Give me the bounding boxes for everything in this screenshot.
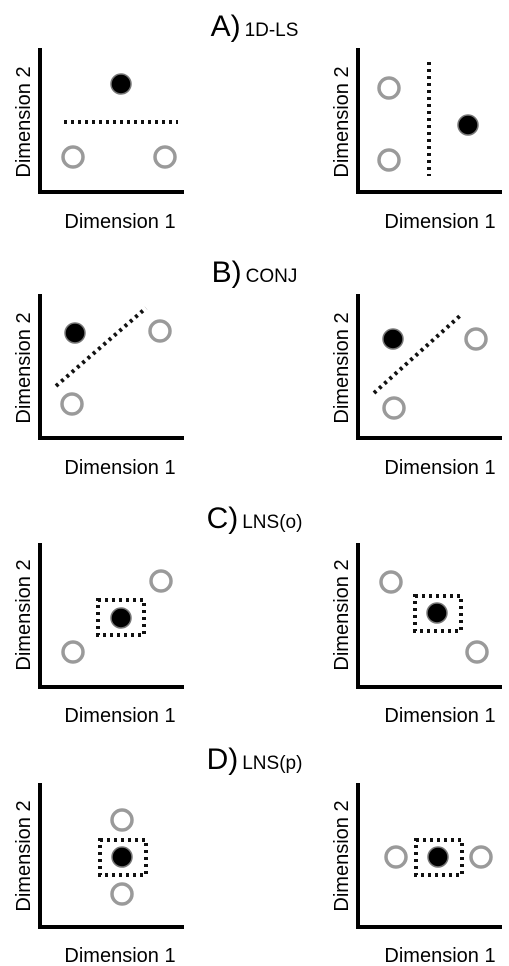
filled-stimulus xyxy=(110,73,132,95)
x-axis-label: Dimension 1 xyxy=(64,705,175,727)
axes xyxy=(356,294,502,440)
open-stimulus xyxy=(60,392,84,416)
y-axis-label: Dimension 2 xyxy=(331,559,353,670)
panel-c-left: Dimension 2 Dimension 1 xyxy=(13,543,184,727)
axes xyxy=(356,543,502,689)
open-stimulus xyxy=(149,569,173,593)
panel-c-right: Dimension 2 Dimension 1 xyxy=(331,543,502,727)
open-stimulus xyxy=(153,145,177,169)
open-stimulus xyxy=(469,845,493,869)
panel-d-left: Dimension 2 Dimension 1 xyxy=(13,783,184,966)
axes xyxy=(356,48,502,194)
section-title-a: A) 1D-LS xyxy=(210,10,299,43)
boundary-box xyxy=(413,594,463,633)
open-stimulus xyxy=(377,76,401,100)
open-stimulus xyxy=(110,882,134,906)
panel-b-right: Dimension 2 Dimension 1 xyxy=(331,294,502,479)
x-axis-label: Dimension 1 xyxy=(64,211,175,233)
filled-stimulus xyxy=(426,602,448,624)
panel-a-left: Dimension 2 Dimension 1 xyxy=(13,48,184,233)
boundary-box xyxy=(414,838,464,877)
boundary-line xyxy=(54,306,148,388)
boundary-box xyxy=(98,838,148,877)
open-stimulus xyxy=(148,319,172,343)
axes xyxy=(356,783,502,929)
open-stimulus xyxy=(464,327,488,351)
y-axis-label: Dimension 2 xyxy=(331,66,353,177)
open-stimulus xyxy=(379,570,403,594)
x-axis-label: Dimension 1 xyxy=(384,457,495,479)
y-axis-label: Dimension 2 xyxy=(13,559,35,670)
filled-stimulus xyxy=(111,846,133,868)
y-axis-label: Dimension 2 xyxy=(331,312,353,423)
y-axis-label: Dimension 2 xyxy=(13,66,35,177)
filled-stimulus xyxy=(427,846,449,868)
axes xyxy=(38,48,184,194)
boundary-line xyxy=(372,312,464,395)
axes xyxy=(38,783,184,929)
filled-stimulus xyxy=(110,607,132,629)
y-axis-label: Dimension 2 xyxy=(13,312,35,423)
open-stimulus xyxy=(110,808,134,832)
panel-a-right: Dimension 2 Dimension 1 xyxy=(331,48,502,233)
y-axis-label: Dimension 2 xyxy=(331,800,353,911)
x-axis-label: Dimension 1 xyxy=(384,705,495,727)
open-stimulus xyxy=(382,396,406,420)
axes xyxy=(38,294,184,440)
open-stimulus xyxy=(384,845,408,869)
x-axis-label: Dimension 1 xyxy=(384,945,495,966)
open-stimulus xyxy=(61,640,85,664)
filled-stimulus xyxy=(457,114,479,136)
x-axis-label: Dimension 1 xyxy=(384,211,495,233)
filled-stimulus xyxy=(64,322,86,344)
panel-d-right: Dimension 2 Dimension 1 xyxy=(331,783,502,966)
open-stimulus xyxy=(377,148,401,172)
open-stimulus xyxy=(61,145,85,169)
x-axis-label: Dimension 1 xyxy=(64,945,175,966)
y-axis-label: Dimension 2 xyxy=(13,800,35,911)
section-title-d: D) LNS(p) xyxy=(206,743,303,776)
axes xyxy=(38,543,184,689)
section-title-c: C) LNS(o) xyxy=(206,502,303,535)
filled-stimulus xyxy=(382,328,404,350)
panel-b-left: Dimension 2 Dimension 1 xyxy=(13,294,184,479)
open-stimulus xyxy=(465,640,489,664)
x-axis-label: Dimension 1 xyxy=(64,457,175,479)
boundary-box xyxy=(96,598,146,637)
section-title-b: B) CONJ xyxy=(211,256,298,289)
